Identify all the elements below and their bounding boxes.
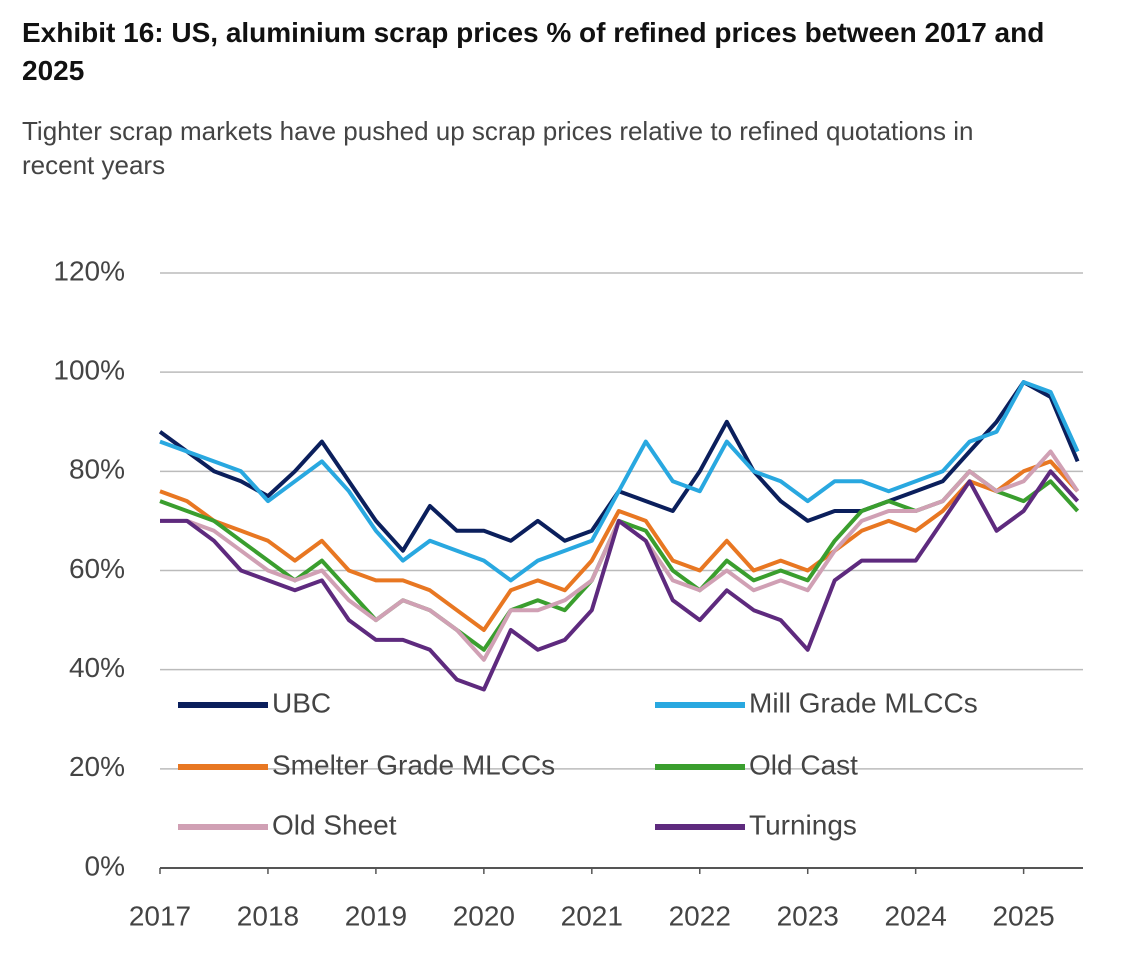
x-tick-label: 2020	[453, 900, 515, 931]
y-tick-label: 0%	[85, 850, 125, 881]
y-tick-label: 80%	[69, 454, 125, 485]
legend-label: Mill Grade MLCCs	[749, 687, 978, 718]
legend-label: UBC	[272, 687, 331, 718]
x-tick-label: 2025	[992, 900, 1054, 931]
y-tick-label: 40%	[69, 652, 125, 683]
series-line	[159, 459, 1080, 632]
x-tick-label: 2022	[669, 900, 731, 931]
legend-label: Old Cast	[749, 749, 858, 780]
y-tick-label: 100%	[53, 355, 125, 386]
y-tick-label: 20%	[69, 751, 125, 782]
x-tick-label: 2018	[237, 900, 299, 931]
chart-subtitle: Tighter scrap markets have pushed up scr…	[22, 116, 974, 180]
y-tick-label: 60%	[69, 553, 125, 584]
series-line	[159, 380, 1080, 583]
x-tick-label: 2024	[885, 900, 947, 931]
x-tick-label: 2021	[561, 900, 623, 931]
legend-label: Old Sheet	[272, 809, 397, 840]
x-tick-label: 2017	[129, 900, 191, 931]
x-tick-label: 2023	[777, 900, 839, 931]
legend-label: Turnings	[749, 809, 857, 840]
series-line	[160, 469, 1080, 692]
chart-title: Exhibit 16: US, aluminium scrap prices %…	[22, 17, 1045, 86]
legend-label: Smelter Grade MLCCs	[272, 749, 555, 780]
legend: UBC Mill Grade MLCCs Smelter Grade MLCCs Ol…	[178, 687, 978, 840]
x-tick-label: 2019	[345, 900, 407, 931]
y-tick-label: 120%	[53, 255, 125, 286]
